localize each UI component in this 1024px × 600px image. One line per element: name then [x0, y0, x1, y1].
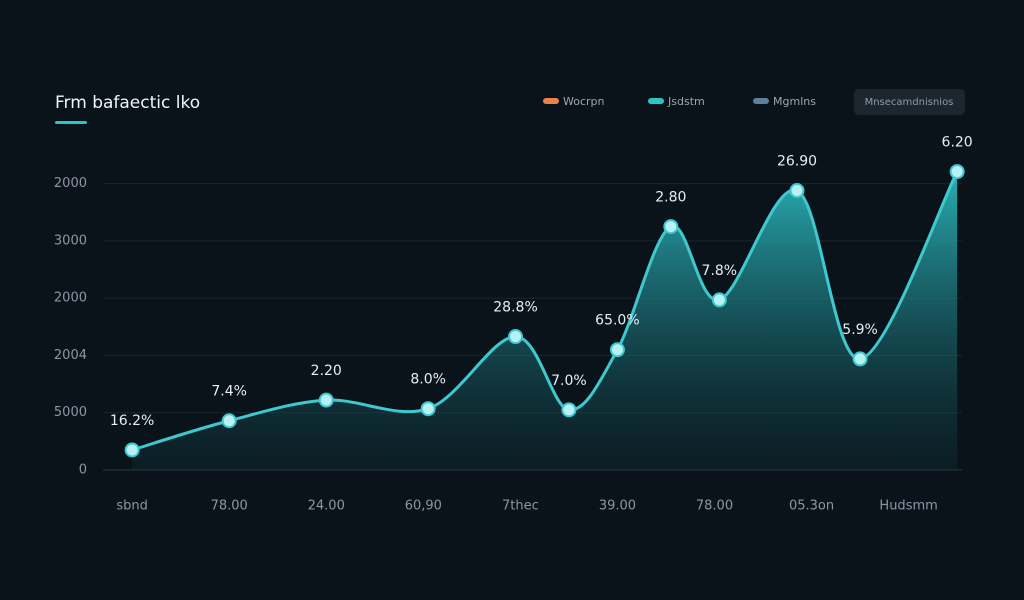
y-tick-label: 2000 [54, 291, 87, 306]
y-tick-label: 0 [79, 463, 87, 478]
legend-swatch [648, 98, 664, 104]
x-tick-label: 78.00 [211, 499, 248, 514]
point-label: 7.8% [702, 263, 738, 279]
y-tick-label: 5000 [54, 405, 87, 420]
data-point [221, 413, 237, 429]
point-label: 28.8% [493, 300, 537, 316]
data-point [711, 292, 727, 308]
data-point [949, 164, 965, 180]
x-tick-label: 78.00 [696, 499, 733, 514]
legend-swatch [753, 98, 769, 104]
x-tick-label: sbnd [116, 499, 148, 514]
point-label: 7.4% [211, 384, 247, 400]
point-label: 8.0% [410, 372, 446, 388]
x-tick-label: 39.00 [599, 499, 636, 514]
y-tick-label: 2000 [54, 176, 87, 191]
legend-swatch [543, 98, 559, 104]
data-point [508, 329, 524, 345]
data-point [318, 392, 334, 408]
point-label: 5.9% [842, 322, 878, 338]
data-point [852, 351, 868, 367]
x-tick-label: Hudsmm [879, 499, 937, 514]
data-point [420, 401, 436, 417]
point-label: 6.20 [942, 135, 973, 151]
legend-label: Wocrpn [563, 95, 605, 108]
data-point [663, 219, 679, 235]
point-label: 16.2% [110, 413, 154, 429]
x-tick-label: 05.3on [789, 499, 834, 514]
area [132, 171, 958, 471]
legend-label: Jsdstm [667, 95, 705, 108]
x-tick-label: 60,90 [405, 499, 442, 514]
point-label: 2.80 [655, 190, 686, 206]
point-label: 7.0% [551, 373, 587, 389]
title-underline [55, 121, 87, 124]
y-tick-label: 3000 [54, 233, 87, 248]
y-tick-label: 2004 [54, 348, 87, 363]
x-tick-label: 7thec [502, 499, 539, 514]
legend-label: Mgmlns [773, 95, 816, 108]
data-point [609, 342, 625, 358]
chart-title: Frm bafaectic lko [55, 93, 200, 113]
point-label: 26.90 [777, 154, 817, 170]
point-label: 2.20 [311, 363, 342, 379]
data-point [561, 402, 577, 418]
data-point [789, 183, 805, 199]
data-point [124, 442, 140, 458]
button-label[interactable]: Mnsecamdnisnios [865, 97, 954, 108]
x-tick-label: 24.00 [308, 499, 345, 514]
point-label: 65.0% [595, 313, 639, 329]
filter-button[interactable] [854, 89, 965, 115]
